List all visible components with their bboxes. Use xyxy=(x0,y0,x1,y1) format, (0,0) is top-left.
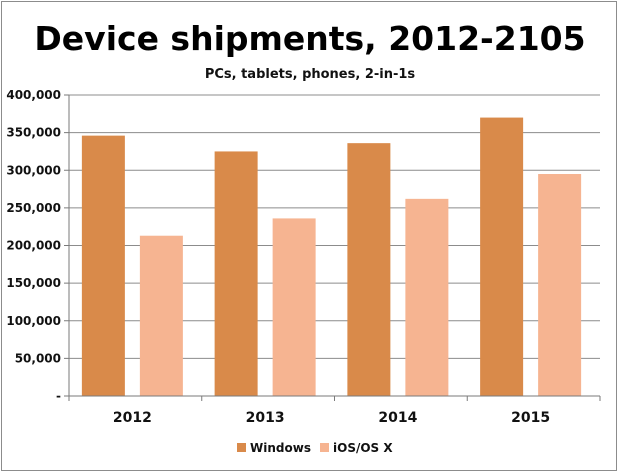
y-tick-label: - xyxy=(56,389,61,403)
y-tick-label: 100,000 xyxy=(6,314,61,328)
bar-ios-os-x-2012 xyxy=(139,235,183,396)
y-tick-label: 350,000 xyxy=(6,126,61,140)
x-tick-label-2015: 2015 xyxy=(511,410,550,426)
bar-ios-os-x-2013 xyxy=(272,218,316,396)
y-tick-label: 400,000 xyxy=(6,88,61,102)
chart-title: Device shipments, 2012-2105 xyxy=(34,19,585,58)
legend-swatch-ios-os-x xyxy=(320,443,329,452)
bar-ios-os-x-2015 xyxy=(538,174,582,396)
bars xyxy=(81,117,582,396)
legend-swatch-windows xyxy=(237,443,246,452)
x-tick-label-2014: 2014 xyxy=(378,410,417,426)
x-tick-label-2012: 2012 xyxy=(113,410,152,426)
y-tick-label: 50,000 xyxy=(15,351,61,365)
legend-label-windows: Windows xyxy=(250,441,311,455)
y-tick-label: 200,000 xyxy=(6,239,61,253)
chart-subtitle: PCs, tablets, phones, 2-in-1s xyxy=(205,67,416,82)
y-tick-label: 150,000 xyxy=(6,276,61,290)
bar-windows-2013 xyxy=(214,151,258,396)
x-axis-ticks: 2012 2013 2014 2015 xyxy=(68,396,601,426)
bar-ios-os-x-2014 xyxy=(405,198,449,396)
bar-windows-2012 xyxy=(81,135,125,396)
legend-label-ios-os-x: iOS/OS X xyxy=(333,441,393,455)
bar-windows-2014 xyxy=(347,143,391,396)
y-tick-label: 300,000 xyxy=(6,163,61,177)
bar-windows-2015 xyxy=(480,117,524,396)
legend: Windows iOS/OS X xyxy=(237,441,393,455)
x-tick-label-2013: 2013 xyxy=(246,410,285,426)
y-tick-label: 250,000 xyxy=(6,201,61,215)
y-axis-ticks: - 50,000 100,000 150,000 200,000 250,000 300,0… xyxy=(6,88,69,403)
